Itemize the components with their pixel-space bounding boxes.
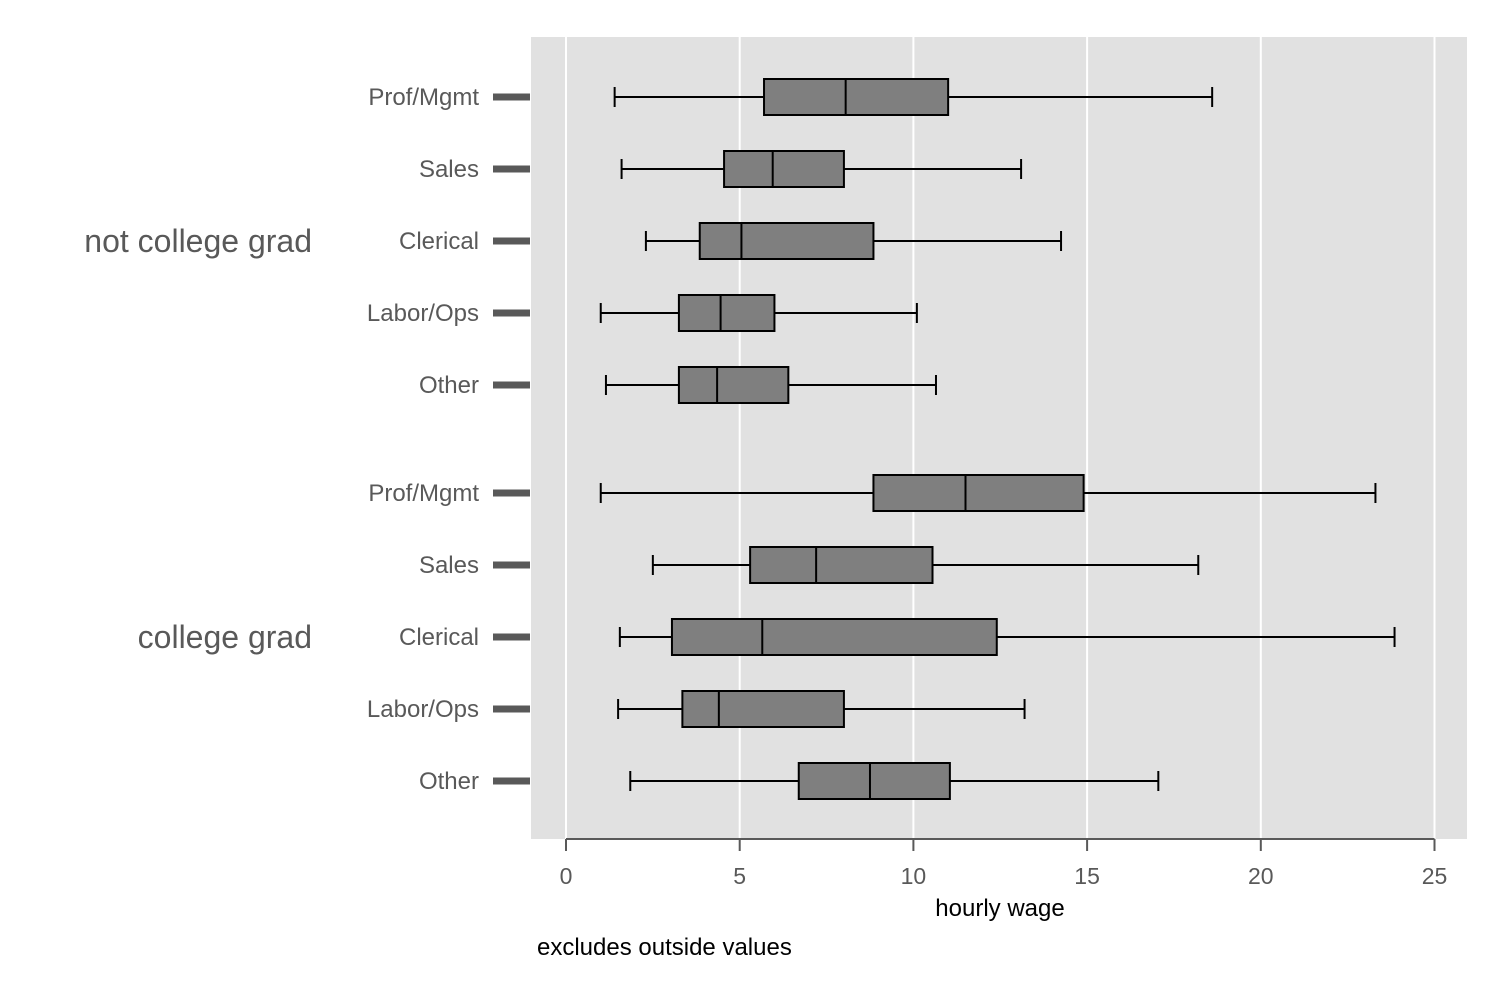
category-label-1-sales: Sales bbox=[419, 552, 479, 579]
y-tick-1-sales bbox=[493, 561, 530, 569]
box-1-labor-ops bbox=[617, 690, 1026, 728]
box-0-prof-mgmt bbox=[613, 78, 1214, 116]
iqr-box bbox=[749, 546, 934, 584]
y-tick-0-other bbox=[493, 381, 530, 389]
category-label-0-sales: Sales bbox=[419, 156, 479, 183]
y-tick-0-sales bbox=[493, 165, 530, 173]
box-1-prof-mgmt bbox=[599, 474, 1377, 512]
iqr-box bbox=[681, 690, 845, 728]
box-0-labor-ops bbox=[599, 294, 918, 332]
iqr-box bbox=[872, 474, 1085, 512]
x-tick-label-25: 25 bbox=[1422, 863, 1448, 889]
category-label-1-labor-ops: Labor/Ops bbox=[367, 696, 479, 723]
iqr-box bbox=[698, 222, 875, 260]
x-tick-label-5: 5 bbox=[733, 863, 746, 889]
group-label-0: not college grad bbox=[84, 223, 312, 259]
iqr-box bbox=[677, 294, 776, 332]
group-label-1: college grad bbox=[138, 619, 312, 655]
category-label-1-other: Other bbox=[419, 768, 479, 795]
category-label-1-prof-mgmt: Prof/Mgmt bbox=[368, 480, 479, 507]
y-tick-1-prof-mgmt bbox=[493, 489, 530, 497]
chart-note: excludes outside values bbox=[537, 934, 792, 961]
y-tick-1-labor-ops bbox=[493, 705, 530, 713]
x-axis: 0 5 10 15 20 25 bbox=[560, 838, 1448, 889]
box-series bbox=[599, 78, 1396, 800]
x-tick-label-10: 10 bbox=[901, 863, 927, 889]
box-0-clerical bbox=[644, 222, 1063, 260]
y-tick-0-labor-ops bbox=[493, 309, 530, 317]
iqr-box bbox=[677, 366, 790, 404]
category-label-0-prof-mgmt: Prof/Mgmt bbox=[368, 84, 479, 111]
box-0-other bbox=[604, 366, 937, 404]
category-label-0-labor-ops: Labor/Ops bbox=[367, 300, 479, 327]
box-1-sales bbox=[651, 546, 1200, 584]
category-label-1-clerical: Clerical bbox=[399, 624, 479, 651]
y-tick-1-clerical bbox=[493, 633, 530, 641]
box-1-other bbox=[629, 762, 1160, 800]
box-1-clerical bbox=[618, 618, 1396, 656]
plot-area bbox=[531, 37, 1467, 839]
iqr-box bbox=[763, 78, 950, 116]
y-tick-0-clerical bbox=[493, 237, 530, 245]
box-0-sales bbox=[620, 150, 1023, 188]
x-axis-title: hourly wage bbox=[935, 895, 1064, 922]
category-label-0-clerical: Clerical bbox=[399, 228, 479, 255]
x-tick-label-20: 20 bbox=[1248, 863, 1274, 889]
category-labels: Prof/Mgmt Sales Clerical Labor/Ops Other not … bbox=[84, 84, 530, 795]
iqr-box bbox=[723, 150, 845, 188]
iqr-box bbox=[670, 618, 998, 656]
x-tick-label-15: 15 bbox=[1074, 863, 1100, 889]
category-label-0-other: Other bbox=[419, 372, 479, 399]
x-tick-label-0: 0 bbox=[560, 863, 573, 889]
y-tick-1-other bbox=[493, 777, 530, 785]
y-tick-0-prof-mgmt bbox=[493, 93, 530, 101]
iqr-box bbox=[797, 762, 951, 800]
